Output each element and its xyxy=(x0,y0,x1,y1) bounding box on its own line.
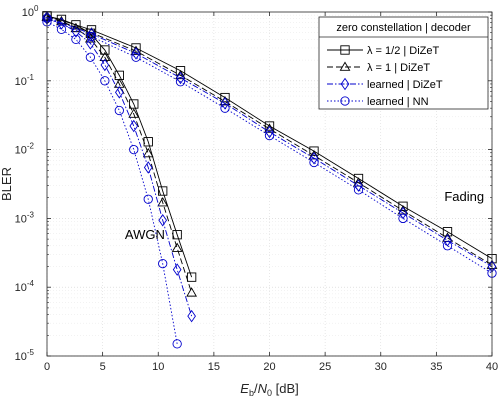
data-point xyxy=(85,52,96,62)
data-point xyxy=(220,103,230,113)
x-tick-label: 5 xyxy=(100,361,106,373)
data-point xyxy=(172,339,182,349)
data-point xyxy=(100,45,110,55)
grid xyxy=(46,12,493,357)
ticks: 0 5 10 15 20 25 30 35 40 100 10-1 10-2 10-3 10-4 10-5 xyxy=(15,4,498,373)
x-tick-label: 25 xyxy=(319,361,331,373)
x-tick-label: 0 xyxy=(44,361,50,373)
data-point xyxy=(143,194,153,204)
series-line xyxy=(46,17,493,274)
data-point xyxy=(442,241,453,251)
x-tick-label: 20 xyxy=(263,361,275,373)
data-point xyxy=(175,77,186,87)
y-tick-label: 10-4 xyxy=(15,279,35,294)
legend-box xyxy=(318,16,489,110)
series-6 xyxy=(42,10,497,273)
legend-label: learned | NN xyxy=(367,96,429,108)
legend-swatch-marker xyxy=(339,61,351,71)
y-tick-label: 10-1 xyxy=(15,73,35,88)
data-point xyxy=(264,130,275,141)
data-point xyxy=(100,58,110,72)
series-line xyxy=(46,16,193,293)
data-point xyxy=(353,185,364,195)
y-tick-label: 10-2 xyxy=(15,142,35,157)
series-group xyxy=(41,10,498,349)
data-point xyxy=(99,51,111,62)
legend-entries: λ = 1/2 | DiZeT λ = 1 | DiZeT learned | Di… xyxy=(327,45,443,108)
x-tick-label: 30 xyxy=(375,361,387,373)
data-point xyxy=(220,97,230,110)
legend-swatch-marker xyxy=(340,77,350,91)
x-tick-label: 40 xyxy=(486,361,498,373)
legend-entry: λ = 1 | DiZeT xyxy=(327,61,430,74)
data-point xyxy=(128,108,140,118)
data-point xyxy=(398,206,408,220)
legend-label: λ = 1/2 | DiZeT xyxy=(367,45,440,57)
data-point xyxy=(309,151,319,165)
data-point xyxy=(187,309,196,323)
data-point xyxy=(172,263,182,276)
data-point xyxy=(131,47,141,60)
data-point xyxy=(265,125,274,139)
data-point xyxy=(309,157,319,168)
data-point xyxy=(158,186,168,196)
data-point xyxy=(158,213,168,227)
data-point xyxy=(131,43,141,53)
data-point xyxy=(171,242,183,252)
data-point xyxy=(186,287,198,297)
data-point xyxy=(129,144,139,155)
series-line xyxy=(46,16,493,266)
x-tick-label: 35 xyxy=(430,361,442,373)
data-point xyxy=(142,147,154,158)
data-point xyxy=(186,272,197,282)
data-point xyxy=(130,45,142,55)
data-point xyxy=(86,37,95,50)
data-point xyxy=(442,227,453,237)
legend-entry: learned | DiZeT xyxy=(327,77,443,91)
y-tick-label: 100 xyxy=(22,4,39,19)
data-point xyxy=(354,179,363,192)
annotation-fading: Fading xyxy=(444,189,484,204)
data-point xyxy=(100,76,110,86)
data-point xyxy=(398,213,408,224)
y-tick-label: 10-3 xyxy=(15,210,35,225)
data-point xyxy=(71,20,81,30)
x-tick-label: 10 xyxy=(152,361,164,373)
legend-label: λ = 1 | DiZeT xyxy=(367,62,430,74)
annotation-awgn: AWGN xyxy=(125,227,165,242)
legend-swatch-marker xyxy=(340,45,350,55)
data-point xyxy=(129,99,139,109)
data-point xyxy=(220,92,230,103)
ylabel: BLER xyxy=(0,167,14,201)
data-point xyxy=(71,25,81,38)
data-point xyxy=(131,52,141,62)
data-point xyxy=(114,86,124,99)
data-point xyxy=(114,105,124,116)
data-point xyxy=(158,258,168,269)
data-point xyxy=(129,119,139,133)
legend-swatch-marker xyxy=(340,96,350,106)
legend-title: zero constellation | decoder xyxy=(336,22,471,34)
data-point xyxy=(87,27,96,41)
data-point xyxy=(71,34,81,45)
legend: zero constellation | decoder λ = 1/2 | D… xyxy=(318,16,489,110)
data-point xyxy=(175,69,186,80)
data-point xyxy=(157,197,169,207)
series-line xyxy=(46,21,178,344)
y-tick-label: 10-5 xyxy=(15,348,35,363)
data-point xyxy=(143,161,153,174)
data-point xyxy=(264,123,275,133)
data-point xyxy=(443,234,452,247)
x-tick-label: 15 xyxy=(208,361,220,373)
legend-entry: learned | NN xyxy=(327,96,429,108)
xlabel: Eb/N0 [dB] xyxy=(240,381,298,398)
data-point xyxy=(86,31,97,42)
data-point xyxy=(308,150,320,160)
legend-entry: λ = 1/2 | DiZeT xyxy=(327,45,440,57)
data-point xyxy=(56,24,67,34)
data-point xyxy=(176,71,185,85)
series-line xyxy=(46,18,193,317)
legend-label: learned | DiZeT xyxy=(367,79,443,91)
